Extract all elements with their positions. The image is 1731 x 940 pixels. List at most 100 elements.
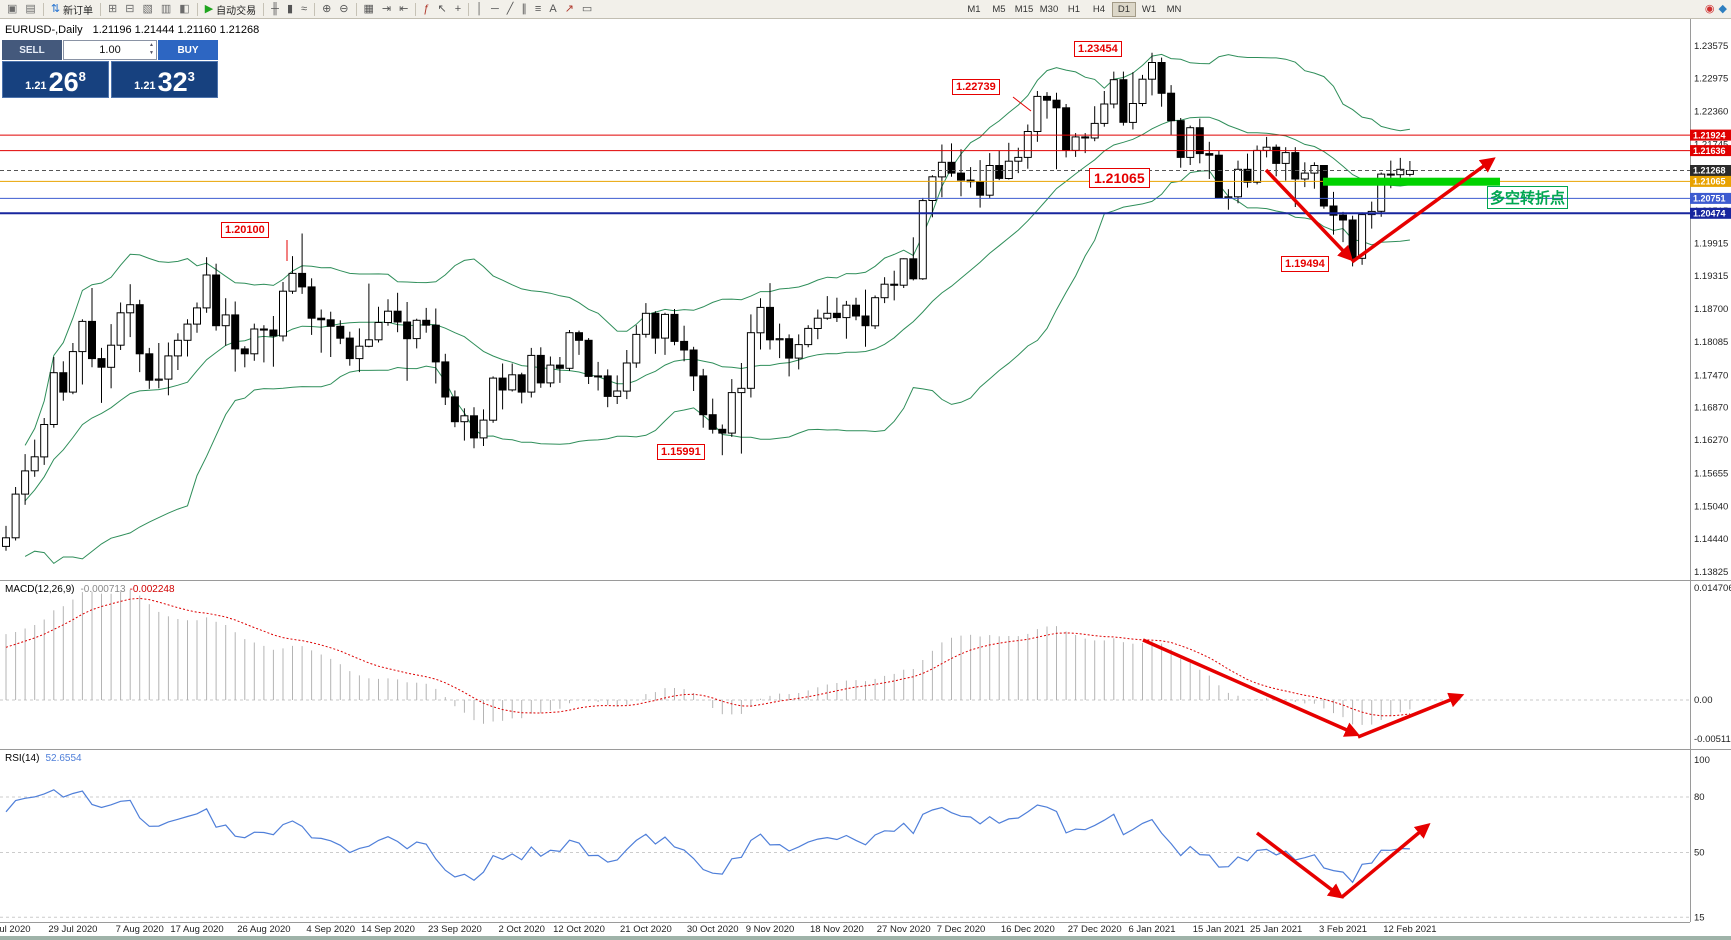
new-chart-button[interactable]: ▣ [4, 1, 20, 17]
indicators-button[interactable]: ƒ [420, 1, 432, 17]
trendline-icon: ╱ [506, 2, 514, 15]
arrows-tool-button[interactable]: ↗ [562, 1, 577, 17]
line-chart-button[interactable]: ≈ [298, 1, 310, 17]
svg-text:6 Jan 2021: 6 Jan 2021 [1128, 924, 1175, 935]
trendline-button[interactable]: ╱ [504, 1, 517, 17]
buy-price-tile[interactable]: 1.21 32 3 [111, 61, 218, 98]
bottom-scrollbar[interactable] [0, 936, 1731, 940]
crosshair-button[interactable]: + [452, 1, 464, 17]
buy-price-pips: 32 [157, 67, 188, 98]
svg-text:1.22360: 1.22360 [1694, 107, 1728, 118]
channel-button[interactable]: ∥ [518, 1, 530, 17]
time-axis[interactable]: 20 Jul 2020 29 Jul 2020 7 Aug 2020 17 Aug 2… [0, 924, 1437, 935]
indicators-icon: ƒ [423, 2, 430, 15]
level-lines[interactable] [0, 134, 1690, 215]
data-window-button[interactable]: ⊟ [122, 1, 137, 17]
turning-point-label[interactable]: 多空转折点 [1487, 186, 1569, 209]
timeframe-m30-button[interactable]: M30 [1039, 4, 1059, 15]
toolbar-separator [42, 2, 44, 16]
spinner-up-icon[interactable]: ▲ [149, 42, 154, 48]
chart-profiles-button[interactable]: ▤ [22, 1, 38, 17]
lot-value: 1.00 [99, 44, 121, 56]
toolbar-separator [100, 2, 102, 16]
price-annotation[interactable]: 1.15991 [657, 444, 705, 460]
autotrading-button-label: 自动交易 [216, 5, 257, 17]
autotrading-button[interactable]: ▶ 自动交易 [202, 1, 259, 17]
lot-size-input[interactable]: 1.00 ▲ ▼ [63, 40, 157, 60]
svg-text:25 Jan 2021: 25 Jan 2021 [1250, 924, 1302, 935]
svg-text:1.22975: 1.22975 [1694, 73, 1728, 84]
toolbar-separator [468, 2, 470, 16]
horizontal-line-button[interactable]: ─ [488, 1, 502, 17]
macd-pane[interactable] [0, 590, 1690, 725]
price-annotation[interactable]: 1.20100 [221, 222, 269, 238]
macd-signal-value: -0.002248 [129, 584, 175, 595]
text-label-icon: A [549, 2, 557, 15]
channel-icon: ∥ [521, 2, 527, 15]
candlestick-chart-button[interactable]: ▮ [284, 1, 296, 17]
trend-arrows[interactable] [1142, 157, 1496, 899]
timeframe-m1-button[interactable]: M1 [967, 4, 981, 15]
candlestick-layer[interactable] [2, 52, 1414, 551]
svg-text:1.23575: 1.23575 [1694, 41, 1728, 52]
toolbar-separator [196, 2, 198, 16]
toolbar-separator [355, 2, 357, 16]
connection-icon[interactable]: ◆ [1718, 3, 1727, 15]
buy-price-major: 1.21 [134, 80, 156, 92]
svg-text:1.16270: 1.16270 [1694, 435, 1728, 446]
timeframe-m5-button[interactable]: M5 [992, 4, 1006, 15]
sell-price-tile[interactable]: 1.21 26 8 [2, 61, 109, 98]
text-label-button[interactable]: A [546, 1, 559, 17]
terminal-button[interactable]: ▥ [158, 1, 174, 17]
auto-scroll-button[interactable]: ⇥ [379, 1, 394, 17]
navigator-button[interactable]: ▧ [139, 1, 155, 17]
svg-text:0.00: 0.00 [1694, 695, 1713, 706]
svg-text:1.20474: 1.20474 [1693, 209, 1726, 219]
price-annotation[interactable]: 1.19494 [1281, 256, 1329, 272]
svg-text:1.17470: 1.17470 [1694, 370, 1728, 381]
svg-text:14 Sep 2020: 14 Sep 2020 [361, 924, 415, 935]
svg-text:9 Nov 2020: 9 Nov 2020 [746, 924, 795, 935]
fibonacci-button[interactable]: ≡ [532, 1, 544, 17]
pane-separators[interactable] [0, 19, 1731, 923]
vertical-line-icon: │ [476, 2, 483, 15]
spinner-down-icon[interactable]: ▼ [149, 49, 154, 56]
new-chart-icon: ▣ [7, 2, 18, 15]
expert-advisor-icon[interactable]: ◉ [1704, 3, 1715, 15]
price-annotation[interactable]: 1.22739 [952, 79, 1000, 95]
new-order-button[interactable]: ⇅ 新订单 [48, 1, 96, 17]
svg-text:27 Nov 2020: 27 Nov 2020 [877, 924, 931, 935]
toolbar-separator [263, 2, 265, 16]
price-annotation[interactable]: 1.23454 [1074, 41, 1122, 57]
rsi-label: RSI(14) 52.6554 [5, 753, 82, 764]
zoom-out-button[interactable]: ⊖ [336, 1, 351, 17]
chart-profiles-icon: ▤ [25, 2, 36, 15]
chart-shift-button[interactable]: ⇤ [396, 1, 411, 17]
zoom-in-button[interactable]: ⊕ [319, 1, 334, 17]
lot-spinner[interactable]: ▲ ▼ [149, 42, 154, 57]
timeframe-d1-button[interactable]: D1 [1112, 2, 1136, 17]
svg-text:18 Nov 2020: 18 Nov 2020 [810, 924, 864, 935]
timeframe-group: M1 M5 M15 M30 H1 H4 D1 W1 MN [962, 2, 1187, 17]
bar-chart-button[interactable]: ╫ [268, 1, 282, 17]
timeframe-h1-button[interactable]: H1 [1067, 4, 1081, 15]
tile-windows-button[interactable]: ▦ [361, 1, 377, 17]
timeframe-m15-button[interactable]: M15 [1014, 4, 1034, 15]
vertical-line-button[interactable]: │ [473, 1, 486, 17]
timeframe-mn-button[interactable]: MN [1166, 4, 1182, 15]
timeframe-h4-button[interactable]: H4 [1092, 4, 1106, 15]
one-click-trading-panel: SELL 1.00 ▲ ▼ BUY 1.21 26 8 1.21 32 3 [2, 40, 218, 98]
shapes-button[interactable]: ▭ [579, 1, 595, 17]
buy-button[interactable]: BUY [158, 40, 218, 60]
strategy-tester-button[interactable]: ◧ [176, 1, 192, 17]
price-annotation[interactable]: 1.21065 [1089, 168, 1150, 188]
rsi-pane[interactable] [0, 789, 1690, 918]
timeframe-w1-button[interactable]: W1 [1141, 4, 1157, 15]
svg-text:1.21065: 1.21065 [1693, 177, 1726, 187]
svg-text:20 Jul 2020: 20 Jul 2020 [0, 924, 31, 935]
market-watch-button[interactable]: ⊞ [105, 1, 120, 17]
sell-button[interactable]: SELL [2, 40, 62, 60]
cursor-button[interactable]: ↖ [434, 1, 449, 17]
support-zone-highlight[interactable] [1323, 177, 1500, 186]
